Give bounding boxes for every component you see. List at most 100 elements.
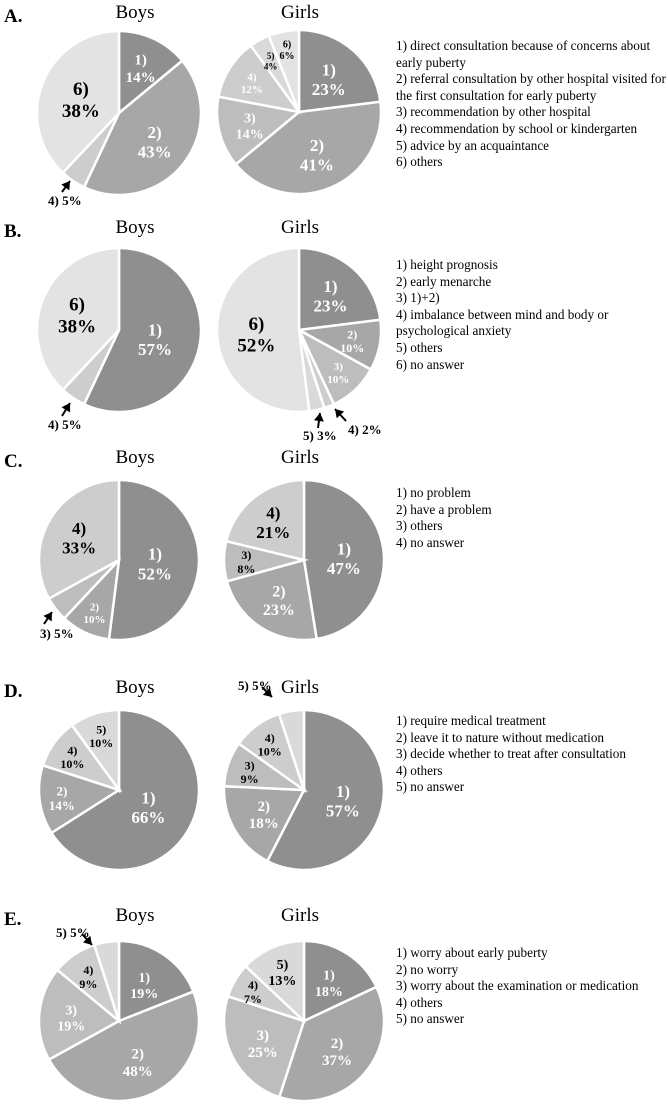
slice-label: 3) 8% bbox=[237, 548, 255, 576]
pie-d-boys: 1) 66% 2) 14% 4) 10%5) 10% bbox=[37, 708, 201, 872]
slice-label: 2) 10% bbox=[84, 602, 106, 627]
chart-title-girls: Girls bbox=[281, 677, 319, 698]
pie-slice bbox=[107, 478, 201, 642]
pie-slice bbox=[267, 28, 301, 113]
slice-label: 6) 52% bbox=[237, 314, 275, 357]
arrow-head bbox=[82, 935, 92, 945]
pie-slice bbox=[265, 708, 386, 872]
slice-label: 1) 23% bbox=[314, 277, 348, 316]
pie-e-boys: 1) 19% 2) 48% 3) 19% 4) 9% 5) 5% bbox=[37, 925, 201, 1103]
legend: 1) direct consultation because of concer… bbox=[396, 38, 666, 171]
legend-item: 5) others bbox=[396, 339, 443, 355]
slice-label: 5) 10% bbox=[89, 722, 113, 750]
slice-label: 1) 14% bbox=[126, 53, 156, 86]
pie-b-girls: 1) 23% 2) 10% 3) 10% 4) 2% 5) 3% 6) 52% bbox=[215, 246, 383, 443]
slice-label: 2) 43% bbox=[138, 123, 172, 162]
pie-b-boys: 1) 57% 4) 5% 6) 38% bbox=[35, 246, 203, 432]
pie-c-girls: 1) 47% 2) 23% 3) 8%4) 21% bbox=[222, 478, 386, 642]
slice-label: 2) 41% bbox=[300, 136, 334, 175]
legend-item: 2) have a problem bbox=[396, 501, 492, 517]
pie-slice bbox=[49, 708, 201, 872]
legend: 1) worry about early puberty 2) no worry… bbox=[396, 945, 666, 1028]
legend-item: 2) referral consultation by other hospit… bbox=[396, 71, 666, 103]
slice-label: 1) 19% bbox=[130, 971, 158, 1002]
pie-slice bbox=[35, 246, 121, 392]
slice-label: 2) 48% bbox=[123, 1047, 153, 1080]
slice-label: 1) 18% bbox=[315, 969, 343, 1000]
legend-item: 1) require medical treatment bbox=[396, 713, 546, 728]
legend-item: 4) imbalance between mind and body or ps… bbox=[396, 306, 609, 339]
legend-item: 1) worry about early puberty bbox=[396, 945, 548, 960]
legend: 1) require medical treatment 2) leave it… bbox=[396, 713, 666, 796]
slice-label: 2) 14% bbox=[49, 783, 75, 813]
arrow-head bbox=[335, 409, 345, 419]
slice-label: 2) 18% bbox=[249, 799, 279, 832]
slice-label: 3) 19% bbox=[57, 1003, 85, 1034]
pie-slice bbox=[37, 763, 122, 835]
slice-label: 3) 10% bbox=[327, 361, 349, 386]
pie-e-girls: 1) 18% 2) 37% 3) 25% 4) 7% 5) 13% bbox=[222, 939, 386, 1103]
legend-item: 2) early menarche bbox=[396, 273, 492, 289]
slice-label: 4) 10% bbox=[60, 743, 84, 771]
pie-d-girls: 1) 57%2) 18%3) 9%4) 10%5) 5% bbox=[222, 678, 386, 872]
pie-slice bbox=[234, 100, 383, 196]
pie-slice bbox=[215, 246, 311, 414]
slice-label: 3) 25% bbox=[248, 1028, 278, 1061]
slice-label: 1) 66% bbox=[131, 789, 165, 828]
slice-label: 4) 7% bbox=[244, 978, 262, 1006]
slice-label: 1) 23% bbox=[312, 61, 346, 100]
pie-c-boys: 1) 52% 2) 10% 3) 5% 4) 33% bbox=[37, 478, 201, 642]
chart-title-boys: Boys bbox=[115, 677, 155, 698]
chart-title-boys: Boys bbox=[115, 905, 155, 926]
pie-slice bbox=[224, 478, 306, 562]
chart-title-girls: Girls bbox=[281, 447, 319, 468]
slice-label: 3) 9% bbox=[241, 758, 259, 786]
pie-slice bbox=[297, 28, 382, 114]
legend-item: 3) worry about the examination or medica… bbox=[396, 978, 639, 994]
chart-title-girls: Girls bbox=[281, 2, 319, 23]
chart-title-girls: Girls bbox=[281, 217, 319, 238]
slice-label: 4) 5% bbox=[48, 193, 82, 208]
pie-slice bbox=[222, 784, 307, 863]
pie-a-girls: 1) 23% 2) 41% 3) 14% 4) 12%5) 4%6) 6% bbox=[215, 28, 383, 196]
slice-label: 2) 37% bbox=[322, 1036, 352, 1069]
slice-label: 3) 14% bbox=[236, 112, 264, 143]
slice-label: 5) 5% bbox=[56, 925, 90, 940]
legend-item: 5) advice by an acquaintance bbox=[396, 137, 550, 153]
legend-item: 1) height prognosis bbox=[396, 257, 498, 272]
slice-label: 6) 6% bbox=[280, 40, 295, 63]
slice-label: 1) 47% bbox=[327, 539, 361, 578]
arrow-head bbox=[61, 403, 71, 413]
slice-label: 6) 38% bbox=[62, 79, 100, 122]
slice-label: 4) 2% bbox=[348, 422, 382, 437]
pie-slice bbox=[70, 708, 121, 794]
chart-title-boys: Boys bbox=[115, 217, 155, 238]
slice-label: 5) 3% bbox=[303, 428, 337, 443]
pie-slice bbox=[277, 985, 386, 1103]
pie-a-boys: 1) 14% 2) 43% 4) 5% 6) 38% bbox=[35, 29, 203, 208]
slice-label: 3) 5% bbox=[40, 626, 74, 641]
legend-item: 5) no answer bbox=[396, 779, 465, 795]
legend-item: 3) others bbox=[396, 518, 443, 534]
pie-slice bbox=[222, 994, 306, 1099]
pie-slice bbox=[82, 58, 203, 197]
slice-label: 4) 12% bbox=[241, 72, 263, 97]
legend-item: 1) direct consultation because of concer… bbox=[396, 38, 651, 70]
slice-label: 1) 52% bbox=[138, 545, 172, 584]
pie-slice bbox=[47, 989, 201, 1103]
slice-label: 4) 9% bbox=[79, 963, 97, 991]
legend-item: 4) others bbox=[396, 994, 443, 1010]
panel-letter: B. bbox=[4, 221, 22, 242]
slice-label: 4) 21% bbox=[256, 504, 290, 543]
slice-label: 5) 4% bbox=[264, 51, 278, 71]
legend-item: 3) 1)+2) bbox=[396, 290, 440, 306]
legend-item: 3) recommendation by other hospital bbox=[396, 104, 591, 120]
legend-item: 2) no worry bbox=[396, 961, 459, 977]
panel-letter: A. bbox=[4, 6, 23, 27]
legend-item: 4) no answer bbox=[396, 534, 465, 550]
legend-item: 6) no answer bbox=[396, 356, 465, 372]
arrow-head bbox=[61, 181, 70, 191]
pie-slice bbox=[243, 939, 306, 1024]
panel-letter: D. bbox=[4, 681, 23, 702]
